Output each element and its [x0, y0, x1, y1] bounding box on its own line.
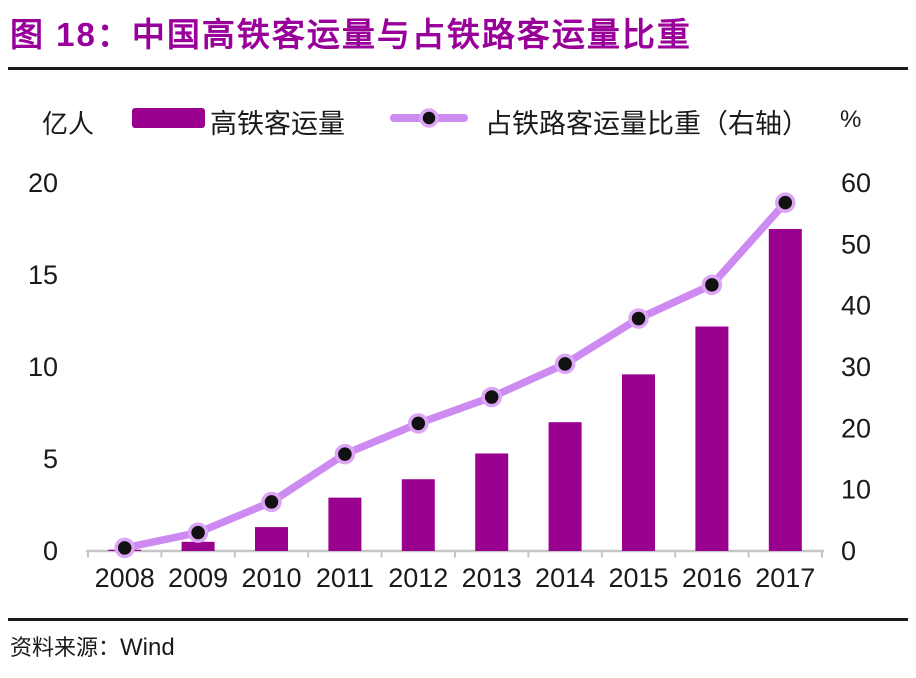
share-marker-2013	[481, 386, 502, 408]
share-marker-2010	[261, 491, 282, 513]
x-axis-label-2015: 2015	[608, 563, 668, 593]
share-marker-2008	[114, 537, 135, 559]
right-axis-tick-label-60: 60	[841, 168, 871, 198]
right-axis-tick-label-30: 30	[841, 352, 871, 382]
bar-2017	[768, 229, 802, 551]
bar-2010	[255, 527, 288, 551]
bar-2012	[401, 479, 435, 551]
share-marker-2016	[701, 274, 723, 296]
share-marker-2014	[554, 353, 576, 375]
bar-2011	[328, 497, 362, 551]
x-axis-label-2010: 2010	[241, 563, 301, 593]
bar-2015	[622, 374, 655, 551]
right-axis-tick-label-10: 10	[841, 475, 871, 505]
x-axis-label-2012: 2012	[388, 563, 448, 593]
bar-2009	[181, 541, 215, 551]
share-marker-2012	[408, 413, 429, 434]
line-legend-swatch-icon	[390, 108, 468, 128]
figure-number-label: 图 18：	[10, 16, 132, 53]
right-axis-unit-label: %	[840, 106, 862, 133]
bar-2013	[475, 453, 509, 551]
x-axis-label-2009: 2009	[168, 563, 228, 593]
left-axis-tick-label-10: 10	[28, 352, 58, 382]
bar-2016	[695, 326, 729, 551]
line-legend-swatch	[390, 106, 468, 135]
share-marker-2011	[334, 443, 356, 465]
right-axis-tick-label-50: 50	[841, 229, 871, 259]
bar-legend-label: 高铁客运量	[210, 109, 345, 139]
legend-row: 亿人 高铁客运量 占铁路客运量比重（右轴） %	[0, 0, 916, 150]
left-axis-tick-label-0: 0	[43, 536, 58, 566]
x-axis-label-2011: 2011	[316, 563, 374, 593]
source-line: 资料来源：Wind	[10, 630, 175, 662]
share-line	[120, 198, 790, 552]
left-axis-tick-label-15: 15	[28, 260, 58, 290]
x-axis-label-2016: 2016	[682, 563, 742, 593]
bottom-divider	[8, 618, 908, 621]
x-axis-label-2017: 2017	[755, 563, 815, 593]
line-legend-label: 占铁路客运量比重（右轴）	[485, 109, 809, 139]
share-marker-2009	[187, 522, 209, 543]
source-value: Wind	[120, 634, 175, 661]
figure-title: 图 18：中国高铁客运量与占铁路客运量比重	[10, 8, 692, 56]
x-axis-label-2014: 2014	[535, 563, 595, 593]
right-axis-tick-label-20: 20	[841, 413, 871, 443]
top-divider	[8, 67, 908, 70]
left-axis-tick-label-5: 5	[43, 444, 58, 474]
share-marker-2015	[628, 308, 649, 329]
bar-2014	[548, 422, 582, 551]
right-axis-tick-label-0: 0	[841, 536, 856, 566]
bar-legend-swatch	[132, 108, 205, 128]
figure-title-text: 中国高铁客运量与占铁路客运量比重	[131, 16, 692, 53]
source-prefix: 资料来源：	[10, 635, 121, 660]
left-axis-unit-label: 亿人	[42, 109, 95, 139]
x-axis-label-2013: 2013	[462, 563, 522, 593]
right-axis-tick-label-40: 40	[841, 291, 871, 321]
x-axis-label-2008: 2008	[95, 563, 155, 593]
left-axis-tick-label-20: 20	[28, 168, 58, 198]
share-marker-2017	[775, 192, 796, 213]
